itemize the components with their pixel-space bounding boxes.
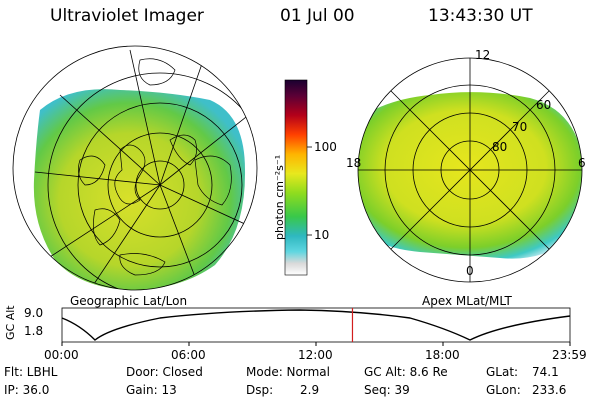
altitude-curve xyxy=(61,309,571,341)
timeline-xtick-1200: 12:00 xyxy=(298,348,333,362)
timeline-xtick-1800: 18:00 xyxy=(425,348,460,362)
mlt-label-0: 0 xyxy=(466,264,474,278)
timeline-xtick-0000: 00:00 xyxy=(44,348,79,362)
gain-status: Gain: 13 xyxy=(126,383,177,397)
glat-label: GLat: xyxy=(486,365,519,379)
mlat-label-60: 60 xyxy=(536,98,552,112)
flt-status: Flt: LBHL xyxy=(4,365,58,379)
timeline-ytick-1-8: 1.8 xyxy=(24,324,44,338)
glon-label: GLon: xyxy=(486,383,521,397)
timeline-xtick-2359: 23:59 xyxy=(552,348,587,362)
geographic-map xyxy=(12,45,258,291)
dsp-label: Dsp: xyxy=(246,383,274,397)
mlt-label-6: 6 xyxy=(578,156,586,170)
right-aurora-image xyxy=(358,92,582,259)
orbit-timeline xyxy=(61,307,571,346)
seq-status: Seq: 39 xyxy=(364,383,410,397)
colorbar-unit-label: photon cm⁻²s⁻¹ xyxy=(273,154,286,240)
mode-status: Mode: Normal xyxy=(246,365,330,379)
apex-map xyxy=(357,57,583,283)
glon-value: 233.6 xyxy=(532,383,567,397)
glat-value: 74.1 xyxy=(532,365,559,379)
right-panel-caption: Apex MLat/MLT xyxy=(422,294,512,308)
mlt-label-12: 12 xyxy=(475,48,491,62)
colorbar-tick-100: 100 xyxy=(314,140,337,154)
mlat-label-70: 70 xyxy=(512,120,528,134)
gc-alt-status: GC Alt: 8.6 Re xyxy=(364,365,448,379)
colorbar xyxy=(284,79,312,276)
timeline-ytick-9: 9.0 xyxy=(24,306,44,320)
date-label: 01 Jul 00 xyxy=(280,6,355,26)
left-aurora-image xyxy=(33,89,246,290)
timeline-ylabel: GC Alt xyxy=(4,305,17,340)
left-panel-caption: Geographic Lat/Lon xyxy=(70,294,188,308)
timeline-xtick-0600: 06:00 xyxy=(171,348,206,362)
colorbar-tick-10: 10 xyxy=(314,228,330,242)
ip-status: IP: 36.0 xyxy=(4,383,50,397)
mlat-label-80: 80 xyxy=(492,140,508,154)
instrument-title: Ultraviolet Imager xyxy=(50,6,204,26)
dsp-value: 2.9 xyxy=(300,383,320,397)
mlt-label-18: 18 xyxy=(346,156,362,170)
time-label: 13:43:30 UT xyxy=(428,6,533,26)
door-status: Door: Closed xyxy=(126,365,203,379)
